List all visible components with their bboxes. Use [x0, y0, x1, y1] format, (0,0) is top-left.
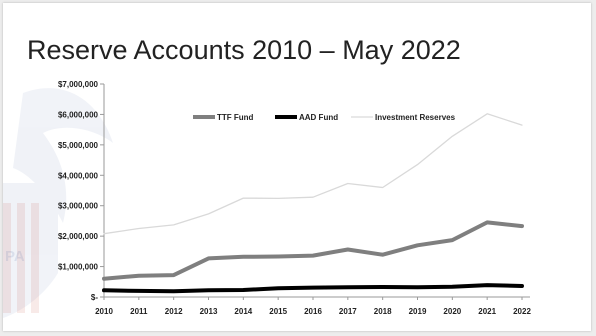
x-tick-label: 2021 — [478, 307, 496, 316]
x-tick-label: 2010 — [95, 307, 113, 316]
watermark-text: PA — [5, 248, 25, 265]
x-tick-label: 2013 — [200, 307, 218, 316]
series-line-aad-fund — [102, 283, 524, 294]
legend-label-investment-reserves: Investment Reserves — [375, 113, 456, 122]
x-tick-label: 2016 — [304, 307, 322, 316]
x-tick-label: 2015 — [269, 307, 287, 316]
x-tick-label: 2014 — [234, 307, 252, 316]
series-line-ttf-fund — [102, 220, 524, 281]
y-tick-label: $4,000,000 — [58, 171, 99, 180]
series-line-investment-reserves — [103, 113, 523, 235]
x-tick-label: 2018 — [374, 307, 392, 316]
legend-label-aad-fund: AAD Fund — [299, 113, 338, 122]
eagle-shield-watermark-icon: PA — [3, 88, 113, 318]
legend-label-ttf-fund: TTF Fund — [217, 113, 254, 122]
y-tick-label: $5,000,000 — [58, 141, 99, 150]
slide: PA Reserve Accounts 2010 – May 2022 $- $1… — [3, 3, 591, 331]
y-tick-label: $- — [91, 293, 98, 302]
x-tick-label: 2012 — [165, 307, 183, 316]
y-tick-label: $6,000,000 — [58, 110, 99, 119]
line-chart: $- $1,000,000 $2,000,000 $3,000,000 $4,000,0… — [58, 80, 531, 316]
x-tick-label: 2022 — [513, 307, 531, 316]
y-tick-label: $2,000,000 — [58, 232, 99, 241]
slide-title: Reserve Accounts 2010 – May 2022 — [27, 35, 461, 65]
y-tick-label: $3,000,000 — [58, 202, 99, 211]
y-tick-label: $1,000,000 — [58, 263, 99, 272]
x-tick-label: 2017 — [339, 307, 357, 316]
y-tick-label: $7,000,000 — [58, 80, 99, 89]
x-tick-label: 2020 — [443, 307, 461, 316]
x-tick-label: 2011 — [130, 307, 148, 316]
x-tick-label: 2019 — [409, 307, 427, 316]
